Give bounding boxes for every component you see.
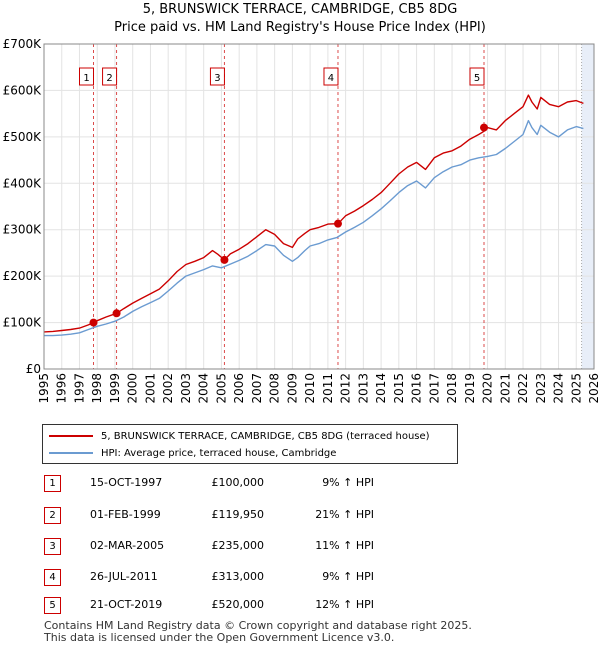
legend-label-hpi: HPI: Average price, terraced house, Camb… <box>101 447 337 459</box>
sale-hpi-diff: 11% ↑ HPI <box>315 539 374 552</box>
legend-item-hpi: HPI: Average price, terraced house, Camb… <box>49 445 336 461</box>
x-tick-label: 2000 <box>126 373 140 404</box>
y-tick-label: £200K <box>3 269 43 283</box>
y-tick-label: £300K <box>3 223 43 237</box>
x-tick-label: 2016 <box>410 373 424 404</box>
table-row: 3 02-MAR-2005 £235,000 11% ↑ HPI <box>44 538 564 556</box>
x-tick-label: 2003 <box>179 373 193 404</box>
chart-title: 5, BRUNSWICK TERRACE, CAMBRIDGE, CB5 8DG <box>142 2 458 17</box>
sale-point <box>480 123 488 132</box>
plot-frame <box>43 43 595 370</box>
x-tick-label: 2026 <box>587 373 600 404</box>
y-tick-label: £500K <box>3 130 43 144</box>
sale-hpi-diff: 9% ↑ HPI <box>322 570 374 583</box>
x-tick-label: 2023 <box>534 373 548 404</box>
sale-marker-box <box>209 67 225 86</box>
sale-marker-label: 5 <box>474 73 480 84</box>
plot-area <box>44 44 594 369</box>
x-tick-label: 2024 <box>552 373 566 404</box>
chart-subtitle: Price paid vs. HM Land Registry's House … <box>114 20 486 35</box>
x-tick-label: 2017 <box>427 373 441 404</box>
sale-point <box>89 318 98 327</box>
x-tick-label: 2007 <box>250 373 264 404</box>
sale-marker-label: 3 <box>214 73 220 84</box>
sale-hpi-diff: 9% ↑ HPI <box>322 476 374 489</box>
legend-item-property: 5, BRUNSWICK TERRACE, CAMBRIDGE, CB5 8DG… <box>49 428 430 444</box>
table-row: 2 01-FEB-1999 £119,950 21% ↑ HPI <box>44 507 564 525</box>
footer-licence: This data is licensed under the Open Gov… <box>44 631 395 644</box>
legend-swatch-hpi <box>49 452 93 454</box>
sale-marker-box <box>102 67 118 86</box>
y-tick-label: £600K <box>3 83 43 97</box>
x-tick-label: 2011 <box>321 373 335 404</box>
sale-point <box>112 309 121 318</box>
x-tick-label: 2005 <box>214 373 228 404</box>
sale-date: 02-MAR-2005 <box>90 539 165 552</box>
y-tick-label: £700K <box>3 37 43 51</box>
x-tick-label: 1996 <box>55 373 69 404</box>
x-tick-label: 2012 <box>339 373 353 404</box>
sale-price: £100,000 <box>211 476 265 489</box>
sale-number-badge: 1 <box>44 475 61 492</box>
sale-number-badge: 4 <box>44 569 61 586</box>
x-tick-label: 2008 <box>268 373 282 404</box>
sale-hpi-diff: 21% ↑ HPI <box>315 508 374 521</box>
sale-marker-label: 1 <box>83 73 89 84</box>
legend-label-property: 5, BRUNSWICK TERRACE, CAMBRIDGE, CB5 8DG… <box>101 430 430 442</box>
table-row: 5 21-OCT-2019 £520,000 12% ↑ HPI <box>44 597 564 615</box>
series-line-hpi <box>44 119 584 337</box>
sale-price: £119,950 <box>211 508 265 521</box>
x-tick-label: 1995 <box>37 373 51 404</box>
x-tick-label: 1997 <box>72 373 86 404</box>
x-tick-label: 2006 <box>232 373 246 404</box>
x-tick-label: 2013 <box>356 373 370 404</box>
x-tick-label: 2002 <box>161 373 175 404</box>
series-line-property <box>43 94 584 333</box>
sale-price: £235,000 <box>211 539 265 552</box>
x-tick-label: 2009 <box>285 373 299 404</box>
y-tick-label: £0 <box>26 362 41 376</box>
x-tick-label: 2025 <box>569 373 583 404</box>
x-tick-label: 2019 <box>463 373 477 404</box>
legend: 5, BRUNSWICK TERRACE, CAMBRIDGE, CB5 8DG… <box>42 424 458 464</box>
x-tick-label: 2022 <box>516 373 530 404</box>
sale-date: 01-FEB-1999 <box>90 508 161 521</box>
sale-date: 21-OCT-2019 <box>90 598 163 611</box>
sale-marker-box <box>79 67 94 86</box>
x-tick-label: 2014 <box>374 373 388 404</box>
sale-marker-box <box>323 67 339 86</box>
y-tick-label: £100K <box>3 316 43 330</box>
x-tick-label: 2018 <box>445 373 459 404</box>
x-tick-label: 2004 <box>197 373 211 404</box>
legend-swatch-property <box>49 435 93 437</box>
sale-number-badge: 5 <box>44 597 61 614</box>
x-tick-label: 2010 <box>303 373 317 404</box>
table-row: 4 26-JUL-2011 £313,000 9% ↑ HPI <box>44 569 564 587</box>
sale-marker-label: 2 <box>106 73 112 84</box>
sale-point <box>220 255 229 264</box>
sale-date: 26-JUL-2011 <box>90 570 158 583</box>
footer-copyright: Contains HM Land Registry data © Crown c… <box>44 619 472 632</box>
x-tick-label: 2021 <box>498 373 512 404</box>
x-tick-label: 1999 <box>108 373 122 404</box>
forecast-shade <box>581 44 594 369</box>
sale-number-badge: 3 <box>44 538 61 555</box>
sale-number-badge: 2 <box>44 507 61 524</box>
x-tick-label: 2001 <box>143 373 157 404</box>
x-tick-label: 2020 <box>481 373 495 404</box>
y-tick-label: £400K <box>3 176 43 190</box>
x-tick-label: 1998 <box>90 373 104 404</box>
x-tick-label: 2015 <box>392 373 406 404</box>
table-row: 1 15-OCT-1997 £100,000 9% ↑ HPI <box>44 475 564 493</box>
price-chart: 1 2 3 4 5 £0 £100K £200K £300K £400K £500K £600K £70… <box>3 37 600 404</box>
sale-price: £520,000 <box>211 598 265 611</box>
sale-date: 15-OCT-1997 <box>90 476 163 489</box>
sale-point <box>333 219 342 228</box>
sale-price: £313,000 <box>211 570 265 583</box>
sale-marker-box <box>469 67 485 86</box>
sale-hpi-diff: 12% ↑ HPI <box>315 598 374 611</box>
sale-marker-label: 4 <box>328 73 334 84</box>
